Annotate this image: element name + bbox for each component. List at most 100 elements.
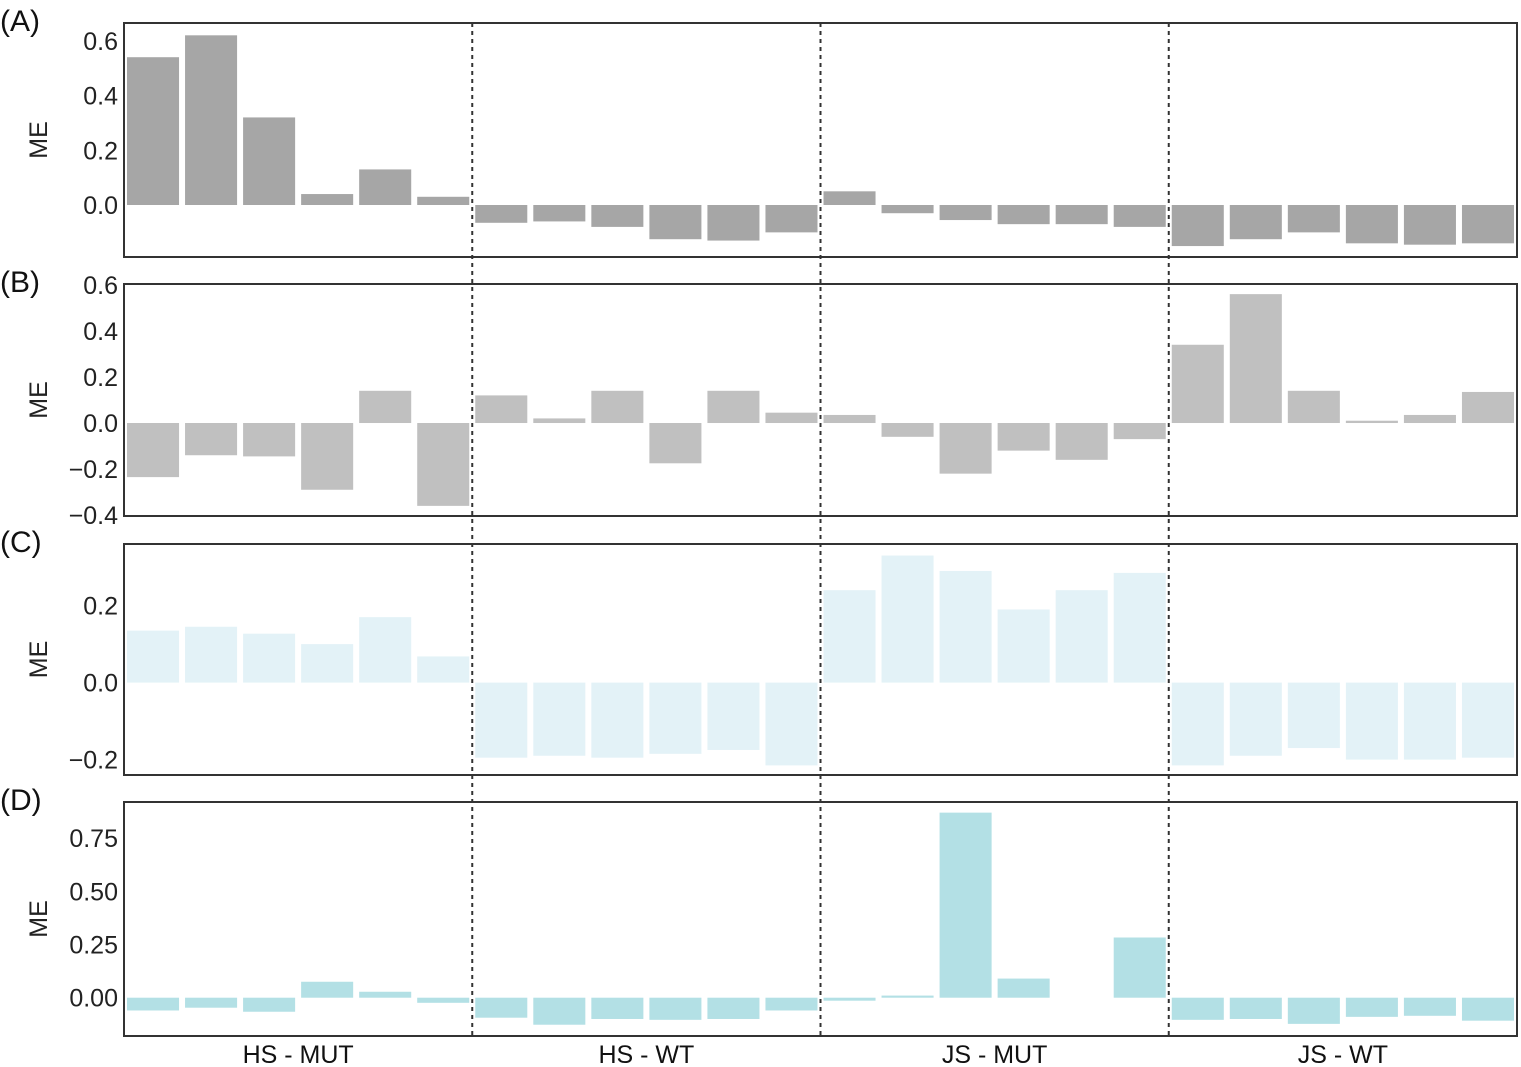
- bar: [359, 390, 412, 424]
- bar: [823, 191, 876, 205]
- bar: [707, 682, 760, 750]
- bar: [1403, 682, 1456, 760]
- bar: [1113, 937, 1166, 998]
- bar: [1287, 390, 1340, 424]
- bar: [417, 656, 470, 683]
- bar: [649, 423, 702, 464]
- bar: [1345, 997, 1398, 1017]
- bar: [475, 395, 528, 424]
- bar: [475, 205, 528, 223]
- x-group-label: HS - WT: [598, 1041, 694, 1067]
- y-tick-label: 0.4: [83, 83, 118, 111]
- bar: [127, 630, 180, 683]
- x-group-label: JS - WT: [1298, 1041, 1388, 1067]
- bar: [185, 626, 238, 683]
- y-tick-label: 0.25: [69, 932, 118, 960]
- bar: [533, 682, 586, 756]
- bar: [533, 205, 586, 222]
- y-tick-label: 0.2: [83, 364, 118, 392]
- bar: [1345, 205, 1398, 244]
- bar: [1345, 682, 1398, 760]
- bar: [243, 633, 296, 683]
- bar: [1055, 590, 1108, 683]
- y-axis-label: ME: [25, 641, 53, 679]
- bar: [707, 997, 760, 1019]
- y-axis-label: ME: [25, 381, 53, 419]
- bar: [1171, 682, 1224, 766]
- bar: [939, 423, 992, 474]
- bar: [127, 997, 180, 1011]
- bar: [1461, 997, 1514, 1021]
- bar: [1287, 205, 1340, 233]
- bar: [1461, 391, 1514, 424]
- bar: [243, 997, 296, 1012]
- bar: [533, 997, 586, 1025]
- bar: [1403, 205, 1456, 245]
- bar: [939, 812, 992, 998]
- panel-frame: [123, 283, 1518, 517]
- bar: [591, 997, 644, 1019]
- y-tick-label: 0.2: [83, 593, 118, 621]
- bar: [417, 196, 470, 205]
- bar: [939, 570, 992, 683]
- bar: [359, 617, 412, 683]
- bar: [533, 418, 586, 424]
- bar: [823, 414, 876, 424]
- bar: [997, 205, 1050, 225]
- bar: [1113, 423, 1166, 440]
- y-tick-label: 0.6: [83, 272, 118, 300]
- x-group-label: HS - MUT: [243, 1041, 354, 1067]
- bar: [417, 997, 470, 1003]
- bar: [301, 194, 354, 205]
- bar: [765, 682, 818, 766]
- bar: [475, 997, 528, 1018]
- bar: [823, 997, 876, 1001]
- bar: [1461, 682, 1514, 758]
- y-tick-label: −0.2: [69, 747, 118, 775]
- x-group-label: JS - MUT: [942, 1041, 1048, 1067]
- bar: [1229, 294, 1282, 424]
- panel-label: (B): [0, 266, 40, 299]
- bar: [301, 423, 354, 490]
- bar: [301, 644, 354, 683]
- bar: [707, 205, 760, 241]
- bar: [591, 682, 644, 758]
- bar: [1403, 997, 1456, 1016]
- bar: [997, 609, 1050, 683]
- bar: [185, 997, 238, 1008]
- bar: [1287, 682, 1340, 749]
- bar: [765, 997, 818, 1011]
- bar: [881, 205, 934, 214]
- bar: [591, 205, 644, 227]
- y-axis-label: ME: [25, 900, 53, 938]
- y-tick-label: 0.0: [83, 670, 118, 698]
- y-axis-label: ME: [25, 121, 53, 159]
- panel-label: (D): [0, 784, 42, 817]
- bar: [997, 978, 1050, 998]
- bar: [1171, 344, 1224, 424]
- y-tick-label: 0.4: [83, 318, 118, 346]
- bar: [417, 423, 470, 506]
- bar: [359, 991, 412, 998]
- bar: [765, 205, 818, 233]
- bar: [127, 57, 180, 205]
- bar: [1229, 205, 1282, 240]
- bar: [301, 981, 354, 998]
- y-tick-label: 0.75: [69, 825, 118, 853]
- bar: [1055, 423, 1108, 460]
- y-tick-label: 0.6: [83, 28, 118, 56]
- bar: [881, 423, 934, 437]
- bar: [765, 412, 818, 424]
- bar: [1461, 205, 1514, 244]
- bar: [359, 169, 412, 205]
- y-tick-label: 0.00: [69, 985, 118, 1013]
- bar: [997, 423, 1050, 451]
- bar: [1055, 205, 1108, 225]
- bar: [823, 590, 876, 683]
- bar: [591, 390, 644, 424]
- bar: [649, 682, 702, 754]
- bar: [1229, 682, 1282, 756]
- bar: [185, 423, 238, 456]
- bar: [243, 423, 296, 457]
